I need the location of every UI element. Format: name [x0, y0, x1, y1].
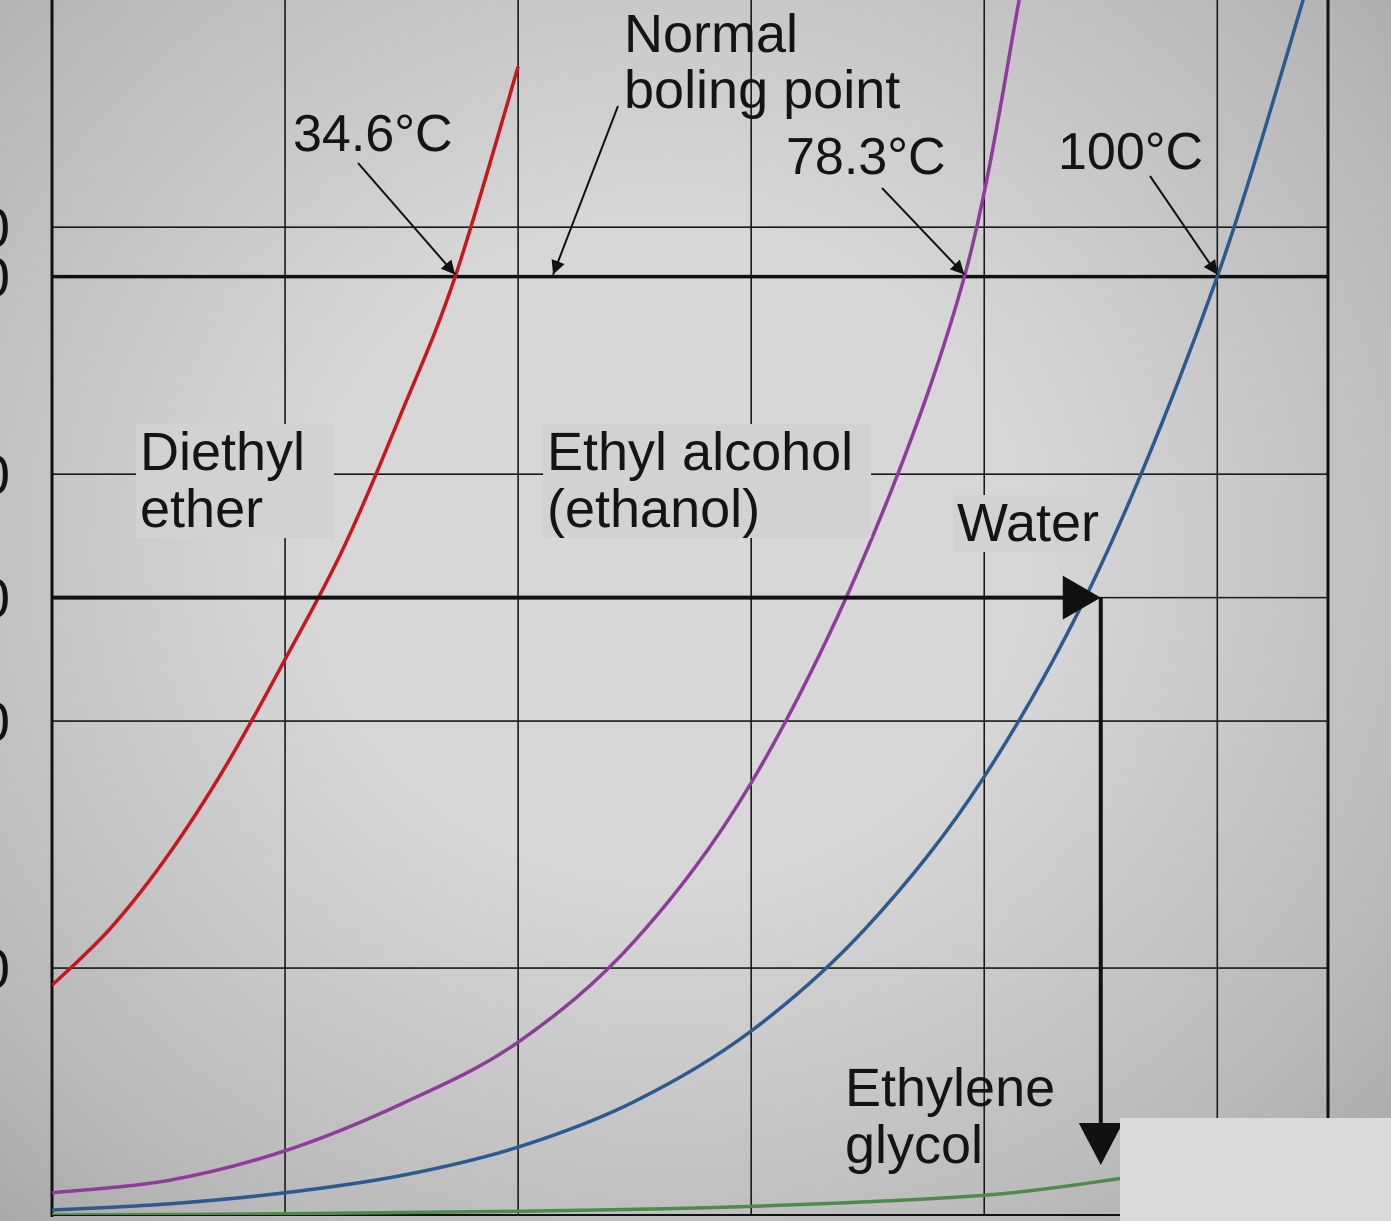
annotation: 34.6°C	[293, 105, 453, 163]
series-line	[52, 0, 1021, 1195]
grid	[51, 0, 1328, 1216]
annotation: 78.3°C	[786, 128, 946, 186]
series-label: Ethylene glycol	[845, 1058, 1056, 1175]
guide-arrowhead	[1062, 575, 1101, 620]
series-label: Water	[953, 495, 1104, 552]
curves	[52, 0, 1305, 1215]
annotation-arrow	[357, 162, 456, 276]
overlay	[52, 105, 1219, 1165]
y-tick-label: 200	[0, 937, 10, 1000]
annotation-arrow	[881, 187, 966, 276]
annotation: 100°C	[1058, 123, 1204, 181]
guide-arrowhead	[1078, 1123, 1123, 1165]
annotation: Normal boling point	[624, 4, 901, 120]
series-label: Diethyl ether	[136, 424, 334, 538]
series-line	[52, 66, 520, 987]
y-tick-label: 500	[0, 567, 10, 630]
y-tick-label: 600	[0, 443, 10, 506]
annotation-arrow	[1149, 175, 1219, 276]
series-label: Ethyl alcohol (ethanol)	[543, 424, 871, 538]
y-tick-label: 760	[0, 246, 10, 309]
annotation-arrow	[551, 105, 619, 275]
y-tick-label: 400	[0, 690, 10, 753]
watermark-box	[1120, 1118, 1391, 1221]
series-line	[52, 1176, 1125, 1215]
series-line	[52, 0, 1305, 1212]
y-tick-label: 800	[0, 196, 10, 259]
